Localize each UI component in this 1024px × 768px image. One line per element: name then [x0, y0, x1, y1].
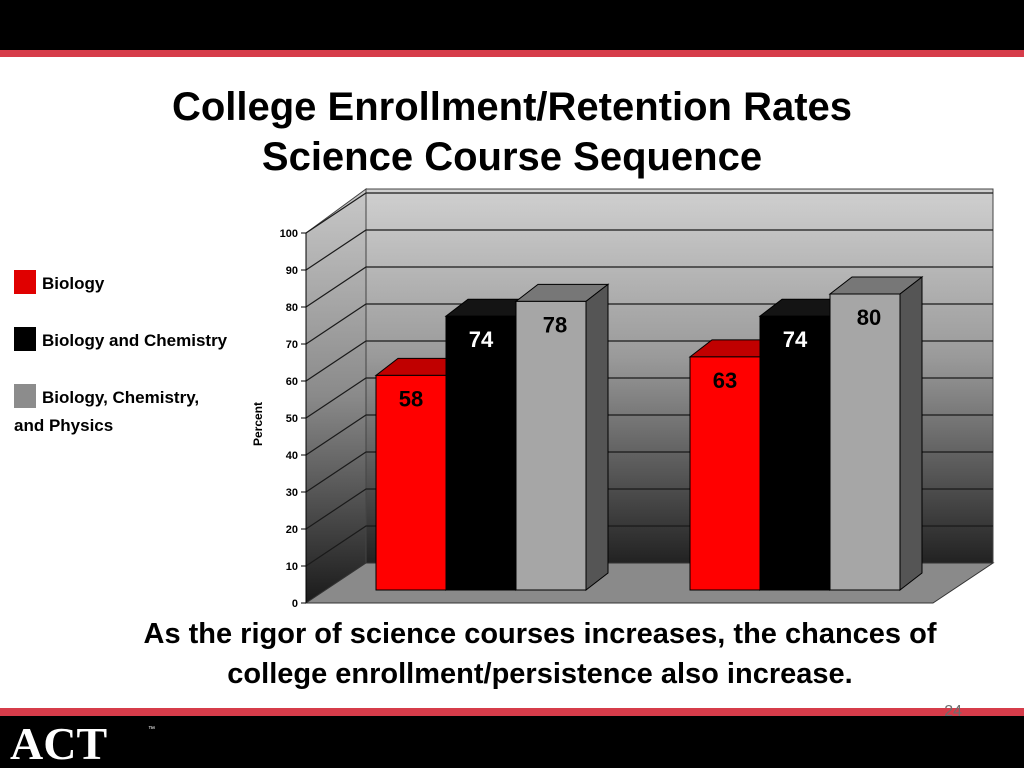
- bar-side: [585, 283, 609, 592]
- gridline: [305, 192, 993, 234]
- data-label: 78: [543, 312, 567, 337]
- y-tick-label: 80: [286, 302, 298, 314]
- y-axis-label: Percent: [251, 402, 265, 446]
- caption-line-2: college enrollment/persistence also incr…: [227, 658, 853, 690]
- gridline: [305, 266, 993, 308]
- title-line-1: College Enrollment/Retention Rates: [171, 85, 853, 129]
- bar-side: [899, 275, 923, 592]
- bar: [445, 315, 517, 591]
- data-label: 80: [857, 305, 881, 330]
- bottom-accent-rule: [0, 708, 1024, 716]
- gridline: [305, 229, 993, 271]
- legend-swatch-biology-chemistry-physics: [14, 384, 36, 408]
- y-tick-label: 60: [286, 376, 298, 388]
- y-tick-label: 50: [286, 413, 298, 425]
- y-tick-label: 40: [286, 450, 298, 462]
- legend-swatch-biology-chemistry: [14, 327, 36, 351]
- logo-text: ACT: [10, 719, 107, 765]
- bar: [375, 374, 447, 591]
- bottom-banner: [0, 716, 1024, 768]
- data-label: 63: [713, 368, 737, 393]
- data-label: 74: [469, 327, 494, 352]
- bars: 58 74 78 63 74 80: [374, 275, 924, 592]
- y-tick-label: 0: [292, 598, 298, 610]
- bar: [759, 315, 831, 591]
- legend-item-biology-chemistry: Biology and Chemistry: [14, 327, 227, 355]
- legend-item-biology-chemistry-physics: Biology, Chemistry, and Physics: [14, 384, 199, 440]
- logo-trademark: ™: [148, 726, 155, 733]
- legend-label-biology: Biology: [42, 274, 105, 293]
- legend-label-biology-chemistry: Biology and Chemistry: [42, 331, 228, 350]
- act-logo: ACT ™: [10, 719, 155, 765]
- bar: [515, 300, 587, 591]
- chart-side-wall: [305, 188, 367, 604]
- y-tick-label: 10: [286, 561, 298, 573]
- data-label: 74: [783, 327, 808, 352]
- data-label: 58: [399, 386, 423, 411]
- top-accent-rule: [0, 50, 1024, 57]
- y-tick-label: 90: [286, 265, 298, 277]
- legend-label-biology-chemistry-physics-1: Biology, Chemistry,: [42, 388, 200, 407]
- slide-title: College Enrollment/Retention Rates Scien…: [0, 82, 1024, 182]
- y-tick-label: 70: [286, 339, 298, 351]
- bar: [829, 293, 901, 591]
- caption-line-1: As the rigor of science courses increase…: [143, 618, 937, 650]
- slide-caption: As the rigor of science courses increase…: [60, 614, 1020, 694]
- legend-item-biology: Biology: [14, 270, 104, 298]
- title-line-2: Science Course Sequence: [261, 135, 763, 179]
- bar: [689, 356, 761, 591]
- legend-label-biology-chemistry-physics-2: and Physics: [14, 416, 114, 435]
- y-tick-label: 20: [286, 524, 298, 536]
- top-banner: [0, 0, 1024, 50]
- y-tick-label: 30: [286, 487, 298, 499]
- y-tick-label: 100: [280, 228, 298, 240]
- page-number: 24: [944, 703, 962, 720]
- legend-swatch-biology: [14, 270, 36, 294]
